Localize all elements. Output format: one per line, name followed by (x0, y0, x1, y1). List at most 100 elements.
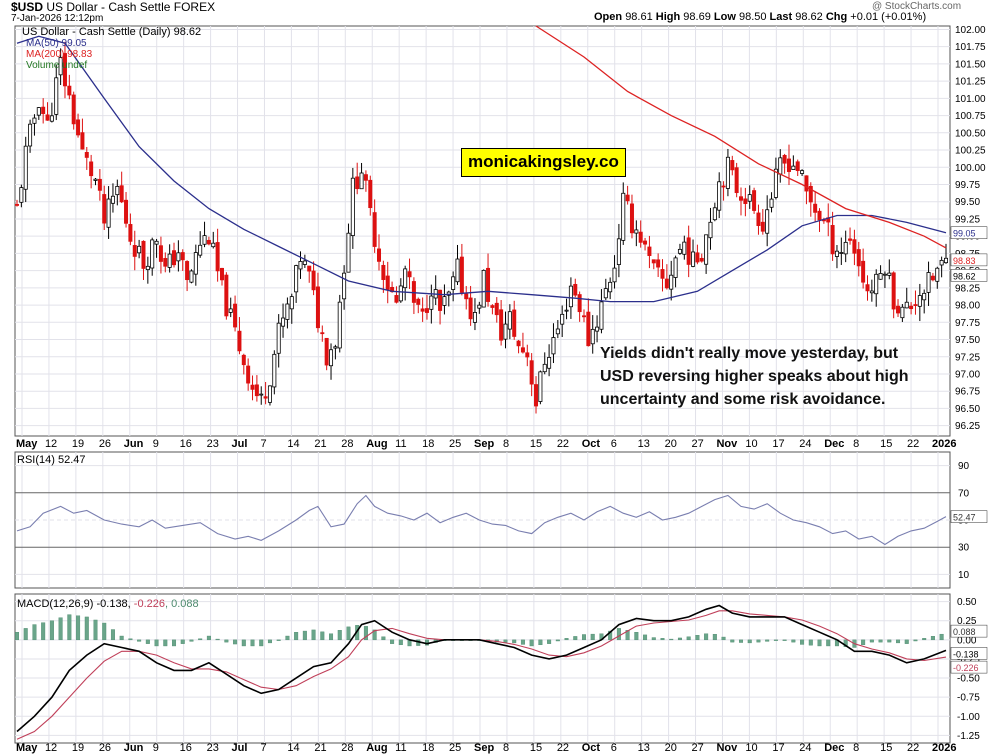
macd-histogram-bar (180, 639, 185, 644)
macd-histogram-bar (800, 639, 805, 645)
candle-body (791, 165, 796, 170)
macd-histogram-bar (198, 638, 203, 641)
candle-body (795, 161, 800, 172)
macd-histogram-bar (826, 639, 831, 647)
candle-body (337, 301, 342, 349)
candle-body (23, 145, 28, 190)
x-tick-label: 18 (422, 438, 434, 450)
macd-y-tick: 0.50 (957, 597, 977, 608)
x-tick-label: Sep (474, 742, 494, 754)
x-tick-label: 9 (153, 742, 159, 754)
candle-body (14, 204, 19, 206)
candle-body (67, 85, 72, 96)
candle-body (468, 297, 473, 320)
candle-body (429, 295, 434, 310)
macd-histogram-bar (721, 636, 726, 641)
ma200-line (535, 25, 947, 249)
candle-body (172, 250, 177, 266)
x-tick-label: Oct (582, 742, 601, 754)
price-y-tick: 97.25 (955, 352, 980, 363)
price-y-tick: 96.75 (955, 387, 980, 398)
candle-body (856, 249, 861, 267)
candle-body (651, 259, 656, 264)
candle-body (451, 276, 456, 290)
candle-body (346, 232, 351, 273)
candle-body (137, 245, 142, 254)
candle-body (581, 315, 586, 318)
rsi-value-tag-label: 52.47 (953, 513, 976, 523)
x-tick-label: 2026 (932, 742, 956, 754)
x-tick-label: Jul (232, 742, 248, 754)
candle-body (944, 257, 949, 264)
candle-body (403, 268, 408, 289)
x-tick-label: 17 (772, 742, 784, 754)
open-label: Open (594, 11, 623, 23)
x-tick-label: Nov (716, 438, 738, 450)
candle-body (115, 185, 120, 196)
candle-body (281, 317, 286, 327)
candle-body (206, 239, 211, 245)
candle-body (900, 306, 905, 319)
candle-body (669, 274, 674, 290)
candle-body (808, 185, 813, 203)
candle-body (682, 241, 687, 255)
macd-histogram-bar (869, 639, 874, 643)
macd-histogram-bar (581, 634, 586, 641)
x-tick-label: 17 (772, 438, 784, 450)
candle-body (455, 258, 460, 283)
x-tick-label: 6 (611, 438, 617, 450)
candle-body (621, 192, 626, 241)
ohlc-summary: Open 98.61 High 98.69 Low 98.50 Last 98.… (594, 11, 926, 23)
macd-histogram-bar (677, 637, 682, 641)
x-tick-label: 9 (153, 438, 159, 450)
candle-body (189, 270, 194, 283)
candle-body (407, 271, 412, 278)
candle-body (804, 175, 809, 192)
candle-body (743, 198, 748, 204)
candle-body (324, 337, 329, 366)
candle-body (568, 285, 573, 308)
x-tick-label: 27 (692, 742, 704, 754)
x-tick-label: 7 (260, 438, 266, 450)
candle-body (276, 322, 281, 354)
macd-line (16, 604, 947, 733)
candle-body (464, 293, 469, 300)
candle-body (333, 346, 338, 349)
chg-value: +0.01 (+0.01%) (850, 11, 927, 23)
candle-body (629, 203, 634, 234)
macd-histogram-bar (904, 639, 909, 644)
macd-histogram-bar (861, 639, 866, 646)
macd-histogram-bar (294, 632, 299, 641)
macd-histogram-bar (93, 619, 98, 641)
x-tick-label: 8 (503, 438, 509, 450)
macd-histogram-bar (241, 639, 246, 647)
rsi-title: RSI(14) 52.47 (17, 454, 85, 466)
price-y-tick: 98.25 (955, 283, 980, 294)
x-tick-label: 23 (207, 742, 219, 754)
macd-histogram-bar (704, 633, 709, 641)
candle-body (145, 265, 150, 271)
macd-histogram-bar (145, 639, 150, 644)
macd-histogram-bar (311, 629, 316, 641)
price-y-tick: 101.75 (955, 42, 986, 53)
x-tick-label: 28 (341, 742, 353, 754)
x-tick-label: 19 (72, 438, 84, 450)
macd-histogram-bar (564, 638, 569, 641)
x-tick-label: 19 (72, 742, 84, 754)
candle-body (442, 296, 447, 306)
candle-body (302, 260, 307, 265)
macd-histogram-bar (843, 639, 848, 647)
open-value: 98.61 (625, 11, 653, 23)
candle-body (167, 253, 172, 268)
x-tick-label: 22 (557, 742, 569, 754)
x-tick-label: 24 (799, 438, 811, 450)
x-tick-label: 13 (638, 438, 650, 450)
candle-body (285, 303, 290, 320)
candle-body (516, 340, 521, 347)
candle-body (459, 256, 464, 293)
x-tick-label: 25 (449, 742, 461, 754)
x-tick-label: 8 (503, 742, 509, 754)
x-tick-label: Jul (232, 438, 248, 450)
chart-datetime: 7-Jan-2026 12:12pm (11, 13, 104, 24)
x-tick-label: May (16, 742, 38, 754)
